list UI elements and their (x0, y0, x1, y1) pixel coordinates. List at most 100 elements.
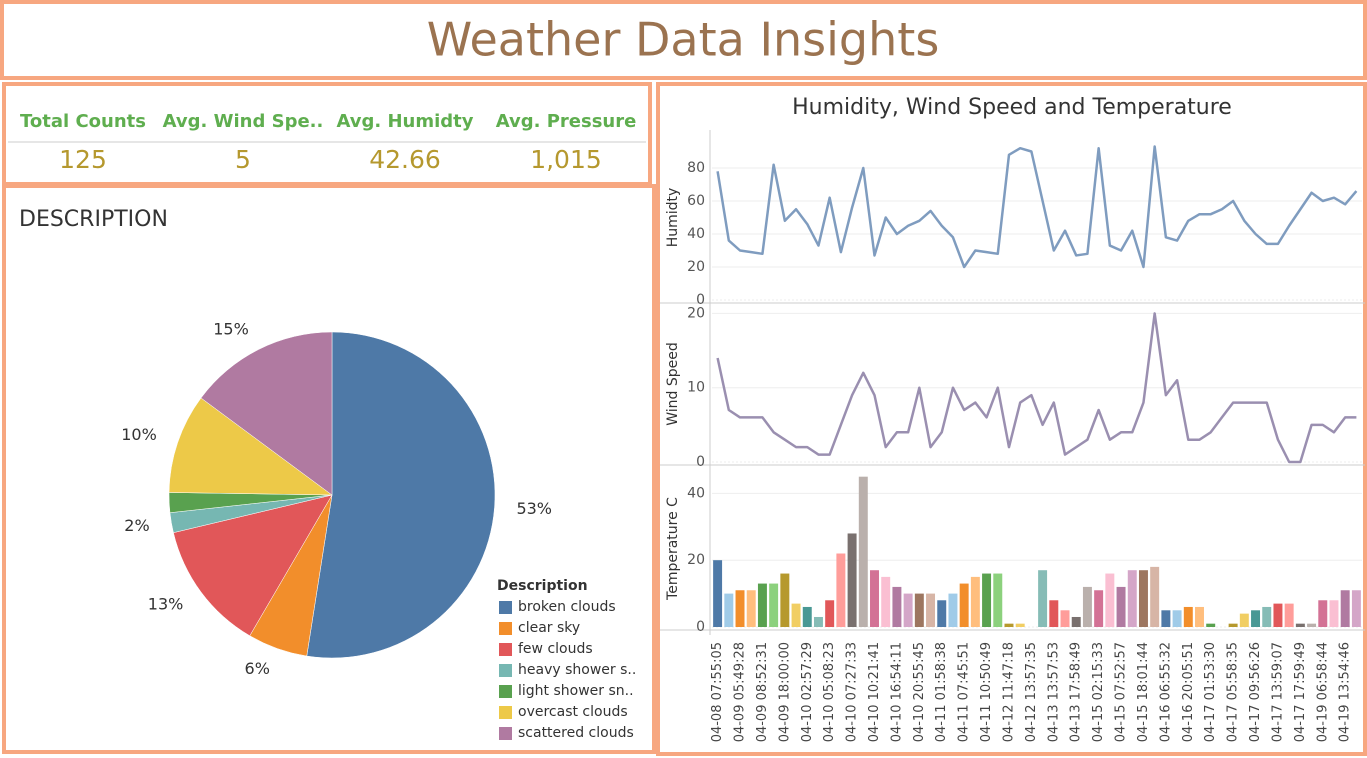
y-tick-label: 10 (687, 380, 705, 396)
bar (948, 593, 958, 627)
x-tick-label: 04-10 20:55:45 (912, 642, 927, 742)
bar (1206, 623, 1216, 627)
line-series (716, 312, 1357, 464)
bar (1318, 600, 1328, 627)
x-tick-label: 04-15 18:01:44 (1136, 642, 1151, 742)
x-tick-label: 04-19 06:58:44 (1315, 642, 1330, 742)
bar (1172, 610, 1182, 627)
bar (1295, 623, 1305, 627)
bar (780, 573, 790, 627)
bar (1195, 606, 1204, 627)
x-tick-label: 04-11 01:58:38 (934, 642, 949, 742)
x-tick-label: 04-11 07:45:51 (957, 642, 972, 742)
bar (870, 570, 879, 627)
y-tick-label: 60 (687, 193, 705, 209)
bar (1105, 573, 1115, 627)
bar (746, 590, 756, 627)
legend-label: overcast clouds (518, 704, 628, 720)
y-tick-label: 20 (687, 305, 705, 321)
pie-label: 2% (124, 516, 149, 535)
legend-label: clear sky (518, 620, 580, 636)
x-tick-label: 04-15 02:15:33 (1091, 642, 1106, 742)
bar (757, 583, 767, 627)
bar (1038, 570, 1048, 627)
bar (1071, 616, 1081, 627)
y-tick-label: 40 (687, 226, 705, 242)
y-tick-label: 0 (696, 454, 705, 470)
legend-swatch (499, 622, 512, 635)
bar (1094, 590, 1104, 627)
bar (959, 583, 969, 627)
y-tick-label: 0 (696, 292, 705, 308)
x-tick-label: 04-12 13:57:35 (1024, 642, 1039, 742)
kpi-value: 1,015 (530, 145, 602, 174)
bar (1183, 606, 1193, 627)
kpi-value: 5 (235, 145, 251, 174)
bar (1239, 613, 1249, 627)
bar (858, 476, 868, 627)
x-tick-label: 04-12 11:47:18 (1001, 642, 1016, 742)
bar (1262, 606, 1272, 627)
bar (724, 593, 734, 627)
bar (1284, 603, 1294, 627)
y-axis-label: Wind Speed (665, 342, 681, 426)
bar (1351, 590, 1361, 627)
bar (1251, 610, 1261, 627)
pie-label: 15% (213, 319, 249, 338)
bar (1329, 600, 1339, 627)
x-tick-label: 04-16 06:55:32 (1158, 642, 1173, 742)
kpi-value: 125 (59, 145, 107, 174)
legend-label: few clouds (518, 641, 593, 657)
pie-slice (200, 331, 333, 496)
bar (1015, 623, 1025, 627)
bar (1150, 566, 1160, 627)
legend-swatch (499, 706, 512, 719)
pie-label: 53% (516, 499, 552, 518)
bar (993, 573, 1003, 627)
y-axis-label: Humidty (665, 188, 681, 248)
kpi-value: 42.66 (369, 145, 441, 174)
bar (1127, 570, 1137, 627)
chart-frame (656, 82, 1367, 756)
x-tick-label: 04-17 17:59:49 (1293, 642, 1308, 742)
bar (970, 576, 980, 627)
bar (982, 573, 992, 627)
pie-slice (173, 494, 333, 637)
kpi-label: Avg. Wind Spe.. (163, 111, 324, 132)
bar (769, 583, 779, 627)
bar (1228, 623, 1238, 627)
legend-label: broken clouds (518, 599, 616, 615)
page-title: Weather Data Insights (427, 13, 940, 67)
legend-label: scattered clouds (518, 725, 634, 741)
bar (1138, 570, 1148, 627)
pie-frame (2, 184, 656, 754)
bar (735, 590, 745, 627)
legend-swatch (499, 685, 512, 698)
kpi-label: Avg. Pressure (496, 111, 637, 132)
x-tick-label: 04-10 07:27:33 (845, 642, 860, 742)
pie-label: 6% (245, 659, 270, 678)
x-tick-label: 04-17 05:58:35 (1226, 642, 1241, 742)
bar (836, 553, 846, 627)
legend-swatch (499, 601, 512, 614)
bar (802, 606, 812, 627)
y-tick-label: 0 (696, 619, 705, 635)
y-tick-label: 20 (687, 552, 705, 568)
pie-slice (306, 331, 496, 659)
bar (903, 593, 913, 627)
legend-swatch (499, 727, 512, 740)
bar (892, 586, 902, 627)
legend-swatch (499, 643, 512, 656)
x-tick-label: 04-10 02:57:29 (800, 642, 815, 742)
bar (914, 593, 924, 627)
bar (713, 560, 723, 627)
x-tick-label: 04-16 20:05:51 (1181, 642, 1196, 742)
x-tick-label: 04-08 07:55:05 (710, 642, 725, 742)
x-tick-label: 04-17 13:59:07 (1270, 642, 1285, 742)
x-tick-label: 04-10 05:08:23 (822, 642, 837, 742)
chart-title: Humidity, Wind Speed and Temperature (792, 95, 1232, 120)
x-tick-label: 04-09 05:49:28 (733, 642, 748, 742)
bar (1082, 586, 1092, 627)
bar (1273, 603, 1283, 627)
